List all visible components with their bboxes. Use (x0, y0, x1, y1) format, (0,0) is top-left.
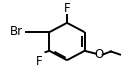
Text: Br: Br (10, 25, 23, 38)
Text: F: F (36, 55, 42, 68)
Text: O: O (94, 48, 104, 61)
Text: F: F (64, 2, 70, 15)
